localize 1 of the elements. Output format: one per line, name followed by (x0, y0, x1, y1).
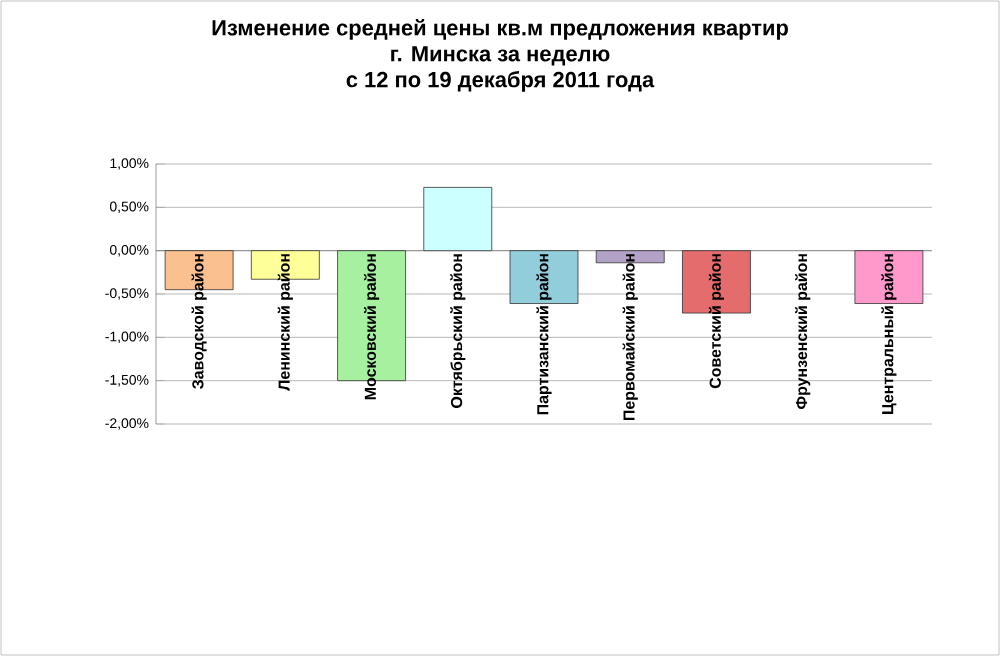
chart-title: Изменение средней цены кв.м предложения квартир г. Минска за неделю с 12 по 19 декабря 2011 года (212, 19, 788, 92)
